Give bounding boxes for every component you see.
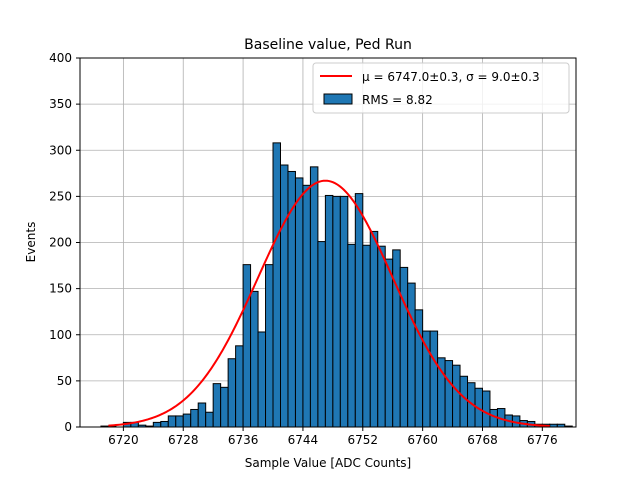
histogram-bar xyxy=(362,244,371,428)
histogram-bar xyxy=(392,249,401,428)
histogram-bar xyxy=(212,383,222,428)
histogram-bar xyxy=(332,195,341,428)
y-tick-label: 350 xyxy=(49,97,72,111)
histogram-bar xyxy=(429,330,439,428)
histogram-bar xyxy=(205,411,214,428)
histogram-bar xyxy=(257,331,267,428)
histogram-bar xyxy=(407,282,416,428)
gaussian-fit-curve xyxy=(108,179,550,428)
x-tick-label: 6736 xyxy=(228,433,259,447)
histogram-bar xyxy=(444,360,454,428)
legend-fit-mu: μ = 6747.0±0.3 xyxy=(362,70,458,84)
y-axis-ticks: 0 50 100 150 200 250 300 350 400 xyxy=(49,51,80,434)
x-tick-label: 6744 xyxy=(288,433,319,447)
histogram-bar xyxy=(347,243,356,428)
histogram-bar xyxy=(197,402,207,428)
histogram-bar xyxy=(265,264,274,428)
y-tick-label: 100 xyxy=(49,328,72,342)
histogram-bar xyxy=(294,177,304,428)
histogram-bar xyxy=(250,290,259,428)
histogram-bar xyxy=(459,375,469,428)
histogram-bar xyxy=(324,194,334,428)
histogram-bar xyxy=(152,421,162,428)
legend-fit-sigma: , σ = 9.0±0.3 xyxy=(458,70,539,84)
legend-hist-label: RMS = 8.82 xyxy=(362,93,433,107)
legend-hist-swatch xyxy=(323,93,353,105)
histogram-bar xyxy=(279,164,289,428)
histogram-bar xyxy=(369,230,379,428)
x-tick-label: 6720 xyxy=(108,433,139,447)
histogram-bar xyxy=(190,408,199,428)
chart-title: Baseline value, Ped Run xyxy=(244,37,412,53)
y-tick-label: 0 xyxy=(64,420,72,434)
x-tick-label: 6760 xyxy=(407,433,438,447)
y-tick-label: 50 xyxy=(57,374,72,388)
y-tick-label: 300 xyxy=(49,143,72,157)
legend-fit-label: μ = 6747.0±0.3, σ = 9.0±0.3 xyxy=(362,70,540,84)
histogram-bar xyxy=(354,193,364,428)
y-axis-label: Events xyxy=(24,222,38,263)
histogram-bar xyxy=(220,386,229,428)
histogram-bar xyxy=(227,358,237,428)
y-tick-label: 400 xyxy=(49,51,72,65)
y-tick-label: 250 xyxy=(49,189,72,203)
x-axis-ticks: 6720 6728 6736 6744 6752 6760 6768 6776 xyxy=(108,427,558,447)
histogram-bar xyxy=(317,241,326,428)
x-tick-label: 6752 xyxy=(348,433,379,447)
histogram-bar xyxy=(302,184,311,428)
x-tick-label: 6728 xyxy=(168,433,199,447)
histogram-bar xyxy=(384,258,394,428)
histogram-bars xyxy=(100,142,573,428)
histogram-bar xyxy=(182,413,192,428)
histogram-bar xyxy=(452,364,461,428)
histogram-bar xyxy=(175,415,184,428)
histogram-bar xyxy=(160,420,169,428)
y-tick-label: 200 xyxy=(49,236,72,250)
histogram-bar xyxy=(309,166,319,428)
histogram-bar xyxy=(242,264,252,428)
x-tick-label: 6768 xyxy=(467,433,498,447)
x-axis-label: Sample Value [ADC Counts] xyxy=(245,456,411,470)
histogram-bar xyxy=(272,142,281,428)
y-tick-label: 150 xyxy=(49,282,72,296)
legend-box xyxy=(312,62,570,114)
histogram-bar xyxy=(399,266,409,428)
histogram-bar xyxy=(339,195,349,428)
legend: μ = 6747.0±0.3, σ = 9.0±0.3 RMS = 8.82 xyxy=(312,62,570,114)
histogram-bar xyxy=(235,345,244,428)
x-tick-label: 6776 xyxy=(527,433,558,447)
histogram-bar xyxy=(481,390,491,428)
histogram-bar xyxy=(167,415,177,428)
histogram-bar xyxy=(377,245,386,428)
